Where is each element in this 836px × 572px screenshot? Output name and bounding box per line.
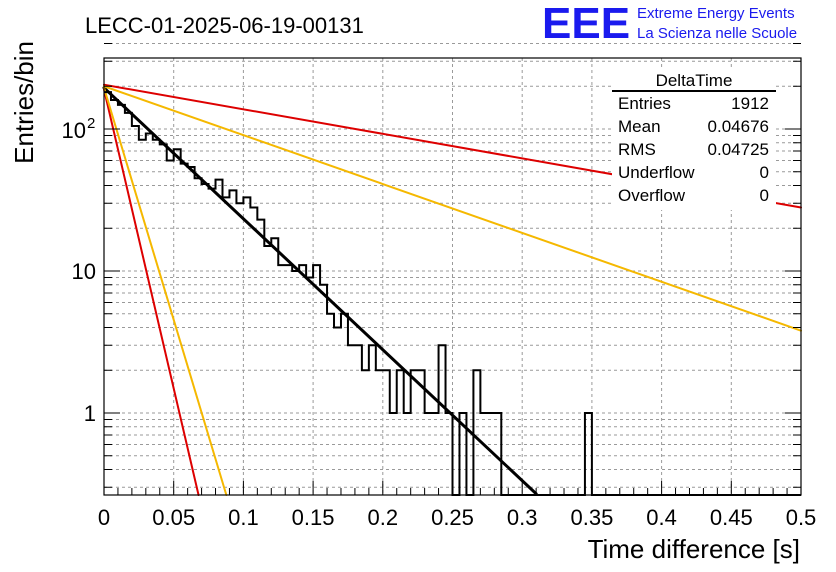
x-tick-label: 0.1 [228,505,259,530]
x-tick-label: 0.05 [152,505,195,530]
x-tick-label: 0.5 [786,505,817,530]
x-axis-title: Time difference [s] [588,534,800,564]
fit-line [103,85,802,332]
x-tick-label: 0.45 [710,505,753,530]
x-tick-label: 0.2 [368,505,399,530]
stats-row-value: 0.04725 [708,140,769,159]
stats-row-value: 1912 [731,94,769,113]
eee-logo: EEE Extreme Energy Events La Scienza nel… [542,0,797,48]
stats-row-value: 0.04676 [708,117,769,136]
stats-row-value: 0 [760,186,769,205]
stats-box: DeltaTime Entries 1912 Mean 0.04676 RMS 0.047… [612,70,776,210]
logo-letters: EEE [542,0,630,48]
fit-line [103,86,228,496]
stats-row-label: Entries [618,94,671,113]
stats-row-label: Overflow [618,186,686,205]
stats-title: DeltaTime [656,71,733,90]
chart-title: LECC-01-2025-06-19-00131 [85,13,364,38]
axis-ticks [103,43,802,495]
x-tick-label: 0.4 [646,505,677,530]
y-tick-exponent: 2 [87,115,95,132]
y-tick-label: 10 [62,118,86,143]
y-axis-title: Entries/bin [9,41,39,164]
logo-line2: La Scienza nelle Scuole [637,25,797,42]
fit-line [102,86,538,496]
x-tick-label: 0.25 [431,505,474,530]
stats-row-label: RMS [618,140,656,159]
y-tick-label: 10 [72,259,96,284]
x-tick-label: 0.3 [507,505,538,530]
logo-line1: Extreme Energy Events [637,5,795,22]
x-tick-label: 0.35 [570,505,613,530]
stats-box-bg [612,70,776,210]
tick-labels: 0 0.05 0.1 0.15 0.2 0.25 0.3 0.35 0.4 0.45 0.5 1 10 1… [62,115,817,530]
fit-line [103,88,200,496]
x-tick-label: 0.15 [292,505,335,530]
x-tick-label: 0 [98,505,110,530]
stats-row-label: Underflow [618,163,695,182]
stats-row-value: 0 [760,163,769,182]
stats-rows: Entries 1912 Mean 0.04676 RMS 0.04725 Underflo… [618,94,769,205]
stats-row-label: Mean [618,117,661,136]
y-tick-label: 1 [84,401,96,426]
